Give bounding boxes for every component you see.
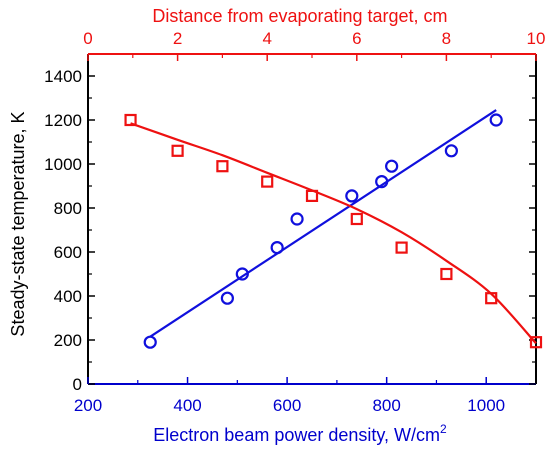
- square-marker: [305, 189, 319, 202]
- bottom-tick-label: 800: [372, 396, 400, 415]
- square-marker: [124, 113, 137, 127]
- circle-marker: [444, 144, 458, 158]
- y-tick-label: 1000: [44, 155, 82, 174]
- circle-marker: [375, 175, 389, 189]
- data-markers: [124, 113, 543, 349]
- y-tick-label: 600: [54, 243, 82, 262]
- square-marker: [216, 160, 229, 173]
- top-tick-label: 6: [352, 29, 361, 48]
- bottom-axis-title: Electron beam power density, W/cm2: [153, 422, 447, 445]
- circle-marker: [270, 241, 284, 255]
- circle-marker: [235, 267, 249, 281]
- fit-lines: [130, 109, 537, 345]
- square-marker: [350, 212, 363, 226]
- y-tick-label: 1200: [44, 111, 82, 130]
- y-axis-title: Steady-state temperature, K: [8, 111, 28, 336]
- bottom-axis-title-superscript: 2: [440, 422, 447, 436]
- circle-marker: [290, 212, 304, 226]
- square-marker: [261, 175, 274, 188]
- square-marker: [395, 241, 408, 254]
- circle-marker: [489, 113, 503, 127]
- square-marker: [529, 336, 543, 349]
- top-tick-label: 2: [173, 29, 182, 48]
- top-axis-title: Distance from evaporating target, cm: [152, 6, 447, 26]
- top-tick-label: 8: [442, 29, 451, 48]
- bottom-tick-label: 600: [273, 396, 301, 415]
- bottom-tick-label: 400: [173, 396, 201, 415]
- bottom-tick-label: 1000: [467, 396, 505, 415]
- top-tick-label: 0: [83, 29, 92, 48]
- y-tick-label: 1400: [44, 67, 82, 86]
- square-fit-curve: [130, 122, 537, 345]
- circle-marker: [220, 291, 234, 305]
- circle-marker: [345, 189, 359, 203]
- square-marker: [485, 292, 498, 305]
- square-marker: [171, 144, 184, 157]
- y-tick-label: 0: [73, 375, 82, 394]
- y-tick-label: 800: [54, 199, 82, 218]
- circle-fit-line: [149, 109, 497, 338]
- y-tick-label: 400: [54, 287, 82, 306]
- top-tick-label: 10: [527, 29, 546, 48]
- top-tick-label: 4: [262, 29, 271, 48]
- bottom-tick-label: 200: [74, 396, 102, 415]
- circle-marker: [385, 159, 399, 173]
- y-tick-label: 200: [54, 331, 82, 350]
- bottom-axis-title-main: Electron beam power density, W/cm: [153, 425, 440, 445]
- square-marker: [440, 267, 453, 281]
- circle-marker: [143, 335, 157, 349]
